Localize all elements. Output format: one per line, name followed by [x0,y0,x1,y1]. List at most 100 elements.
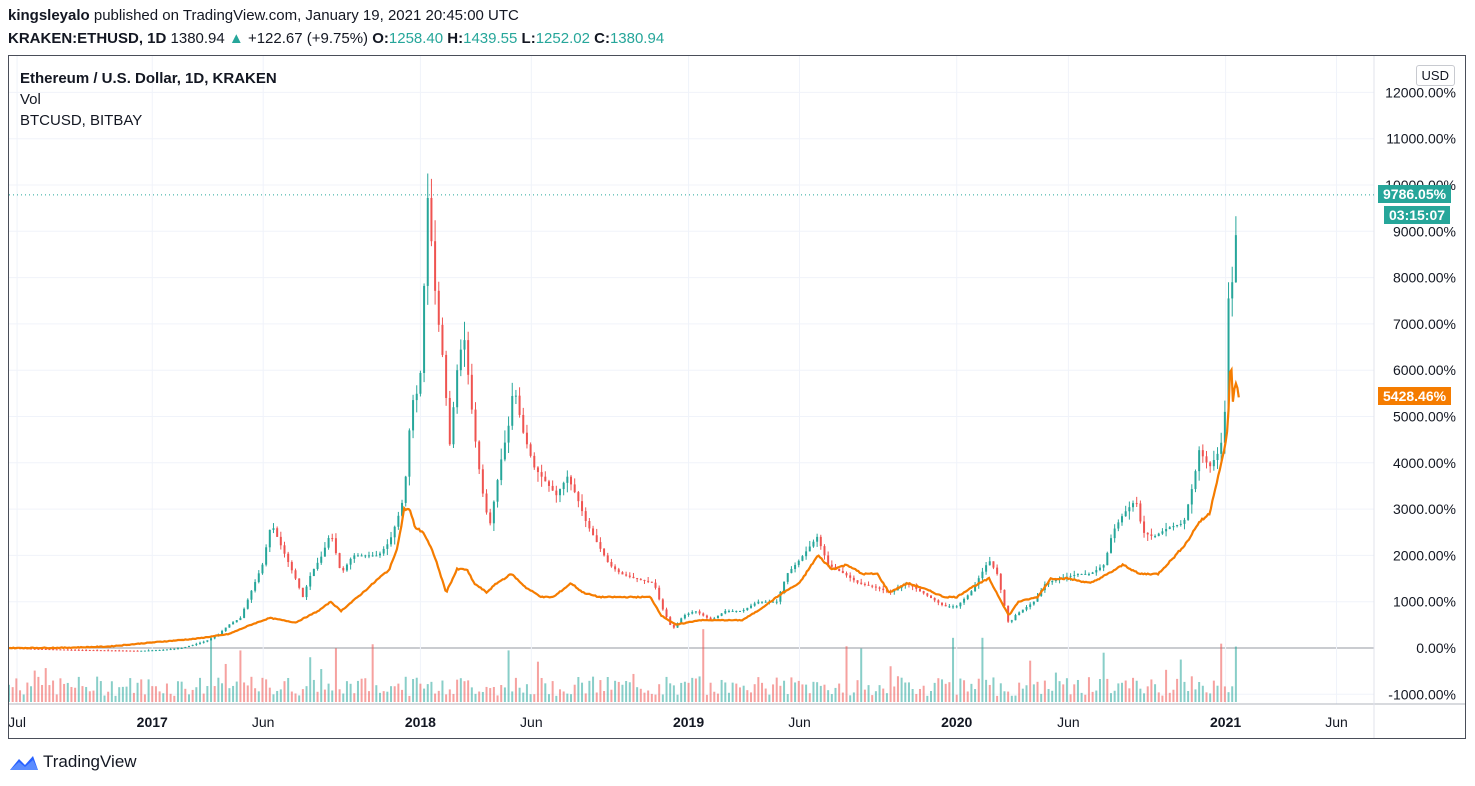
candle-body [235,620,238,623]
candle-body [974,584,977,592]
candle-body [426,197,429,286]
candle-body [331,538,334,540]
volume-bar [1146,686,1149,702]
candle-body [952,606,955,608]
compare-series-label[interactable]: BTCUSD, BITBAY [20,112,143,129]
footer-brand-label: TradingView [43,752,137,771]
volume-bar [279,689,282,702]
volume-bar [187,694,190,702]
candle-body [698,611,701,614]
volume-bar [801,684,804,702]
volume-bar [918,688,921,702]
candle-body [195,643,198,645]
volume-bar [1187,691,1190,702]
candle-body [915,586,918,589]
candle-body [816,536,819,542]
candle-body [841,570,844,574]
candle-body [558,489,561,496]
volume-bar [981,637,984,702]
volume-bar [830,694,833,702]
volume-bar [863,689,866,702]
last-price: 1380.94 [170,30,225,47]
price-chart[interactable]: 12000.00%11000.00%10000.00%9000.00%8000.… [9,56,1466,739]
volume-bar [878,685,881,702]
candle-body [775,601,778,603]
candle-body [118,650,121,652]
y-tick-label: 8000.00% [1393,270,1456,286]
candle-body [323,547,326,557]
candle-body [1051,580,1054,583]
candle-body [224,627,227,631]
candle-body [356,555,359,557]
volume-bar [489,688,492,702]
volume-bar [210,638,213,702]
candle-body [445,354,448,398]
candle-body [1121,516,1124,523]
candle-body [327,538,330,548]
currency-button[interactable]: USD [1415,65,1455,86]
volume-bar [184,688,187,702]
candle-body [522,414,525,433]
candle-body [1098,567,1101,571]
volume-bar [1018,682,1021,702]
volume-bar [1102,652,1105,702]
volume-bar [430,681,433,702]
candle-body [1117,522,1120,529]
volume-bar [636,687,639,702]
x-tick-label: Jul [9,714,26,730]
candle-body [959,602,962,607]
y-tick-label: 2000.00% [1393,547,1456,563]
chart-frame[interactable]: Ethereum / U.S. Dollar, 1D, KRAKEN Vol B… [8,55,1466,739]
footer-brand[interactable]: TradingView [9,752,137,772]
volume-bar [217,677,220,702]
volume-bar [103,695,106,702]
volume-bar [55,694,58,702]
candle-body [423,285,426,373]
volume-bar [221,683,224,702]
symbol-label: KRAKEN:ETHUSD, 1D [8,30,167,47]
candle-body [547,481,550,486]
y-tick-label: 11000.00% [1386,131,1456,147]
chart-legend: Ethereum / U.S. Dollar, 1D, KRAKEN Vol B… [20,68,277,131]
candle-body [1087,573,1090,575]
volume-bar [988,684,991,702]
candle-body [838,568,841,571]
volume-bar [658,684,661,702]
x-tick-label: 2018 [405,714,436,730]
volume-bar [702,629,705,702]
volume-bar [1124,680,1127,702]
volume-indicator-label[interactable]: Vol [20,91,41,108]
candle-body [827,555,830,565]
volume-bar [907,682,910,702]
candle-body [1054,579,1057,581]
candle-body [882,588,885,591]
candle-body [305,586,308,598]
volume-bar [896,676,899,702]
volume-bar [852,692,855,702]
price-change: +122.67 (+9.75%) [247,30,369,47]
main-series-title[interactable]: Ethereum / U.S. Dollar, 1D, KRAKEN [20,70,277,87]
candle-body [250,590,253,600]
candle-body [99,650,102,652]
candle-body [647,580,650,582]
volume-bar [617,681,620,702]
volume-bar [452,693,455,702]
candle-body [929,595,932,598]
candle-body [114,650,117,652]
volume-bar [9,684,10,702]
candle-body [573,484,576,493]
volume-bar [650,693,653,702]
volume-bar [59,678,62,702]
candle-body [1113,528,1116,539]
volume-bar [867,685,870,702]
volume-bar [70,686,73,702]
volume-bar [114,695,117,702]
volume-bar [364,678,367,702]
volume-bar [882,688,885,702]
volume-bar [26,682,29,702]
candle-body [459,349,462,371]
volume-bar [1065,678,1068,702]
volume-bar [243,682,246,702]
volume-bar [555,695,558,702]
volume-bar [110,681,113,702]
